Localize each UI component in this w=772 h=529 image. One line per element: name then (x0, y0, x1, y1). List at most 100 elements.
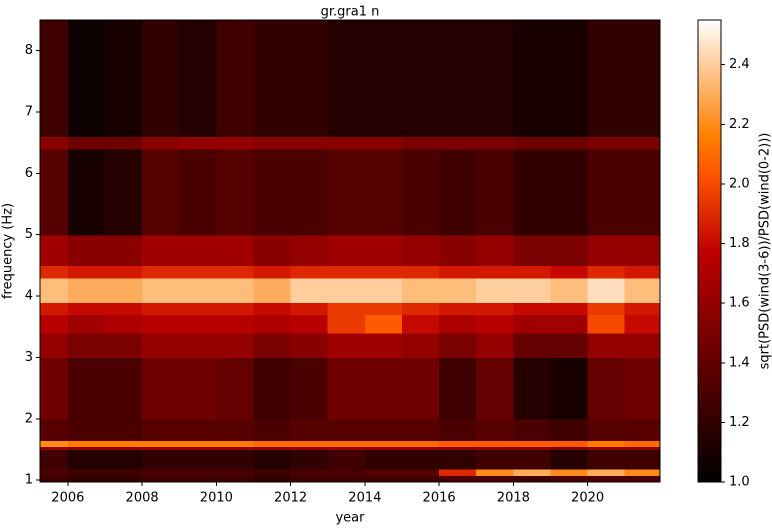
heatmap-cell (68, 469, 106, 476)
heatmap-cell (216, 449, 254, 469)
heatmap-cell (365, 475, 403, 482)
heatmap-cell (179, 137, 217, 150)
heatmap-cell (179, 333, 217, 358)
colorbar-tick-label: 1.8 (729, 236, 750, 251)
heatmap-cell (142, 315, 180, 334)
heatmap-cell (216, 20, 254, 137)
heatmap-cell (588, 137, 626, 150)
heatmap-cell (105, 235, 143, 266)
heatmap-cell (625, 333, 661, 358)
heatmap-cell (142, 278, 180, 303)
heatmap-cell (291, 440, 329, 447)
heatmap-cell (253, 315, 291, 334)
heatmap-cell (625, 265, 661, 278)
heatmap-cell (68, 235, 106, 266)
x-tick-label: 2012 (274, 491, 307, 506)
heatmap-cell (550, 469, 588, 476)
heatmap-cell (291, 475, 329, 482)
heatmap-cell (439, 265, 477, 278)
heatmap-cell (625, 475, 661, 482)
heatmap-cell (328, 265, 366, 278)
heatmap-cell (142, 449, 180, 469)
heatmap-cell (550, 149, 588, 235)
heatmap-cell (439, 469, 477, 476)
heatmap-cell (40, 149, 68, 235)
heatmap-cell (142, 137, 180, 150)
heatmap-cell (291, 137, 329, 150)
heatmap-cell (439, 137, 477, 150)
heatmap-cell (476, 137, 514, 150)
heatmap-cell (105, 137, 143, 150)
heatmap-cell (253, 265, 291, 278)
heatmap-cell (179, 449, 217, 469)
heatmap-cell (476, 302, 514, 315)
heatmap-cell (253, 357, 291, 419)
heatmap-cell (476, 357, 514, 419)
colorbar-tick-label: 2.4 (729, 57, 750, 72)
heatmap-cell (68, 265, 106, 278)
heatmap-cell (105, 475, 143, 482)
heatmap-cell (291, 315, 329, 334)
heatmap-cell (179, 315, 217, 334)
heatmap-cell (365, 278, 403, 303)
heatmap-cell (550, 137, 588, 150)
heatmap-cell (439, 475, 477, 482)
x-tick-label: 2010 (200, 491, 233, 506)
heatmap-cell (142, 357, 180, 419)
heatmap-cell (68, 475, 106, 482)
colorbar-tick-label: 2.0 (729, 176, 750, 191)
heatmap-cell (142, 419, 180, 441)
heatmap-cell (625, 302, 661, 315)
heatmap-cell (476, 315, 514, 334)
x-tick-label: 2016 (423, 491, 456, 506)
x-tick-label: 2008 (126, 491, 159, 506)
heatmap-cell (439, 357, 477, 419)
heatmap-cell (625, 315, 661, 334)
heatmap-cell (328, 278, 366, 303)
heatmap-cell (328, 419, 366, 441)
heatmap-cell (105, 265, 143, 278)
heatmap-cell (40, 475, 68, 482)
heatmap-cell (625, 419, 661, 441)
heatmap-cell (253, 278, 291, 303)
heatmap-cell (513, 278, 551, 303)
heatmap-cell (291, 20, 329, 137)
heatmap-cell (328, 315, 366, 334)
heatmap-cell (439, 315, 477, 334)
heatmap-cell (550, 235, 588, 266)
heatmap-cell (365, 137, 403, 150)
heatmap-cell (625, 137, 661, 150)
heatmap-cell (588, 265, 626, 278)
heatmap-cell (476, 449, 514, 469)
heatmap-cell (439, 278, 477, 303)
heatmap-cell (40, 235, 68, 266)
heatmap-cell (142, 333, 180, 358)
heatmap-cell (365, 265, 403, 278)
heatmap-cell (142, 149, 180, 235)
heatmap-cell (253, 475, 291, 482)
heatmap-cell (476, 419, 514, 441)
heatmap-cell (40, 419, 68, 441)
heatmap-cell (513, 137, 551, 150)
heatmap-cell (513, 235, 551, 266)
heatmap-cell (179, 278, 217, 303)
heatmap-cell (550, 278, 588, 303)
heatmap-cell (40, 20, 68, 137)
heatmap-cell (402, 419, 440, 441)
heatmap-cell (216, 137, 254, 150)
heatmap-cell (179, 302, 217, 315)
heatmap-cell (513, 265, 551, 278)
heatmap-cell (476, 440, 514, 447)
heatmap-cell (476, 20, 514, 137)
heatmap-cell (328, 137, 366, 150)
heatmap-cell (179, 469, 217, 476)
colorbar-label: sqrt(PSD(wind(3-6))/PSD(wind(0-2))) (758, 133, 772, 370)
heatmap-cell (402, 440, 440, 447)
heatmap-cell (513, 449, 551, 469)
heatmap-cell (142, 20, 180, 137)
heatmap-cell (179, 357, 217, 419)
heatmap-cell (291, 469, 329, 476)
heatmap-cell (625, 235, 661, 266)
heatmap-cell (40, 302, 68, 315)
heatmap-cell (439, 20, 477, 137)
